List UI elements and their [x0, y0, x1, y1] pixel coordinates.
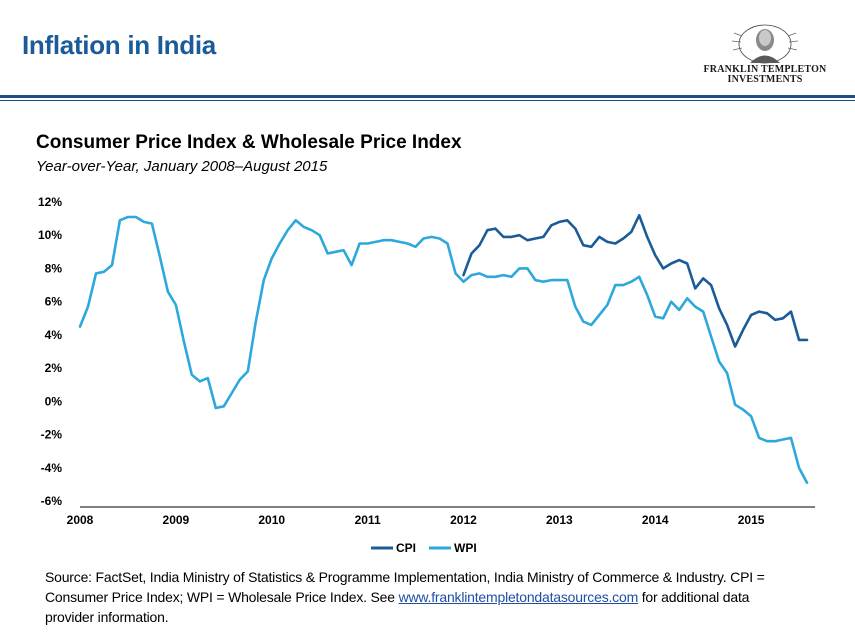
line-chart: 12% 10% 8% 6% 4% 2% 0% -2% -4% -6% 2008 2009 2010 201…	[38, 195, 815, 555]
y-tick-label: 6%	[45, 295, 63, 309]
y-tick-label: 8%	[45, 261, 63, 275]
x-tick-label: 2009	[163, 513, 190, 527]
logo-text-line2: INVESTMENTS	[727, 74, 803, 85]
franklin-templeton-logo: FRANKLIN TEMPLETON INVESTMENTS	[700, 22, 830, 88]
data-sources-link[interactable]: www.franklintempletondatasources.com	[398, 589, 639, 605]
header-divider-thick	[0, 95, 855, 98]
source-note: Source: FactSet, India Ministry of Stati…	[45, 567, 795, 627]
source-text: Source: FactSet, India Ministry of Stati…	[45, 569, 765, 605]
series-line-cpi	[462, 214, 809, 348]
page-title: Inflation in India	[22, 30, 216, 60]
series-line-wpi	[78, 215, 809, 485]
y-tick-label: 4%	[45, 328, 63, 342]
header-divider-thin	[0, 100, 855, 101]
y-tick-label: 2%	[45, 361, 63, 375]
y-tick-label: -2%	[41, 428, 63, 442]
x-tick-label: 2013	[546, 513, 573, 527]
x-tick-label: 2011	[355, 513, 381, 527]
y-tick-label: -6%	[41, 494, 63, 508]
logo-text-line1: FRANKLIN TEMPLETON	[703, 64, 827, 75]
chart-subtitle: Year-over-Year, January 2008–August 2015	[36, 158, 328, 175]
x-tick-label: 2014	[642, 513, 669, 527]
source-text-end: for additional data provider information…	[45, 589, 750, 625]
chart-title: Consumer Price Index & Wholesale Price I…	[36, 132, 462, 153]
portrait-icon	[731, 24, 799, 64]
x-tick-label: 2012	[450, 513, 477, 527]
x-tick-label: 2015	[738, 513, 765, 527]
y-tick-label: 10%	[38, 228, 62, 242]
y-tick-label: 0%	[45, 394, 63, 408]
legend-label-wpi: WPI	[454, 541, 477, 555]
x-tick-label: 2010	[258, 513, 285, 527]
x-tick-label: 2008	[67, 513, 94, 527]
y-tick-label: -4%	[41, 461, 63, 475]
legend-label-cpi: CPI	[396, 541, 416, 555]
y-tick-label: 12%	[38, 195, 62, 209]
